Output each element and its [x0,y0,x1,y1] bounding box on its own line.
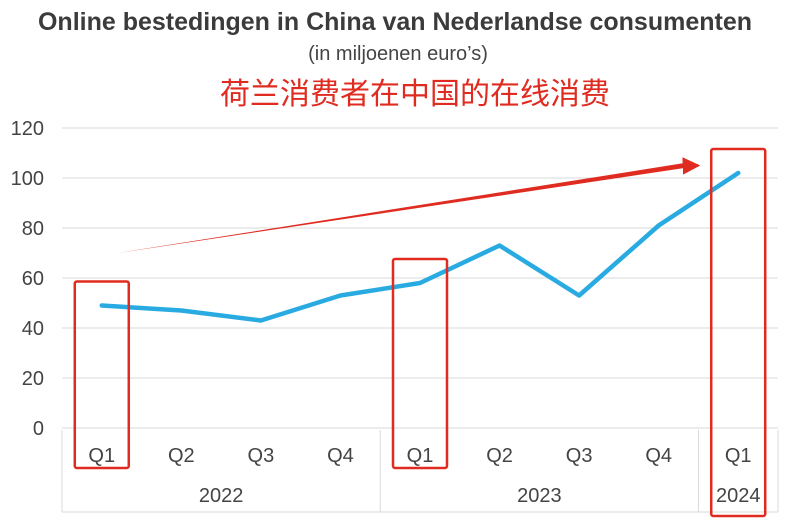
x-tick-label: Q1 [407,445,434,467]
grid-lines [62,127,778,429]
x-tick-label: Q3 [566,445,593,467]
highlight-box [709,147,767,518]
x-tick-label: Q1 [725,445,752,467]
y-tick-label: 0 [33,418,44,440]
chinese-annotation: 荷兰消费者在中国的在线消费 [220,77,610,112]
y-axis: 0 20 40 60 80 100 120 [11,118,44,440]
x-tick-label: Q2 [486,445,513,467]
x-tick-label: Q3 [248,445,275,467]
chart-subtitle: (in miljoenen euro’s) [308,43,488,65]
y-tick-label: 20 [22,368,44,390]
data-point [577,293,582,298]
data-point [179,308,184,313]
x-axis: Q1 Q2 Q3 Q4 Q1 Q2 Q3 Q4 Q1 2022 2023 2024 [61,430,779,513]
data-point [736,171,741,175]
highlight-boxes [73,147,767,518]
highlight-box [391,257,449,470]
series-group [99,170,741,323]
y-tick-label: 40 [22,318,44,340]
y-tick-label: 100 [11,168,44,190]
data-point [99,303,104,308]
trend-arrow-head [678,157,701,175]
year-label: 2024 [716,485,761,507]
series-line [99,170,741,323]
x-tick-label: Q2 [168,445,195,467]
y-tick-label: 80 [22,218,44,240]
year-label: 2022 [199,485,244,507]
x-tick-label: Q4 [327,445,354,467]
data-point [338,293,343,298]
data-point [656,223,661,228]
trend-arrow-group [117,157,701,253]
y-tick-label: 60 [22,268,44,290]
y-tick-label: 120 [11,118,44,140]
data-point [418,281,422,285]
year-label: 2023 [517,485,562,507]
x-tick-label: Q1 [88,445,115,467]
x-tick-label: Q4 [645,445,672,467]
highlight-box [73,280,131,470]
data-point [497,243,502,248]
data-point [258,318,263,323]
chart-title: Online bestedingen in China van Nederlan… [38,8,752,36]
trend-arrow [117,163,685,253]
